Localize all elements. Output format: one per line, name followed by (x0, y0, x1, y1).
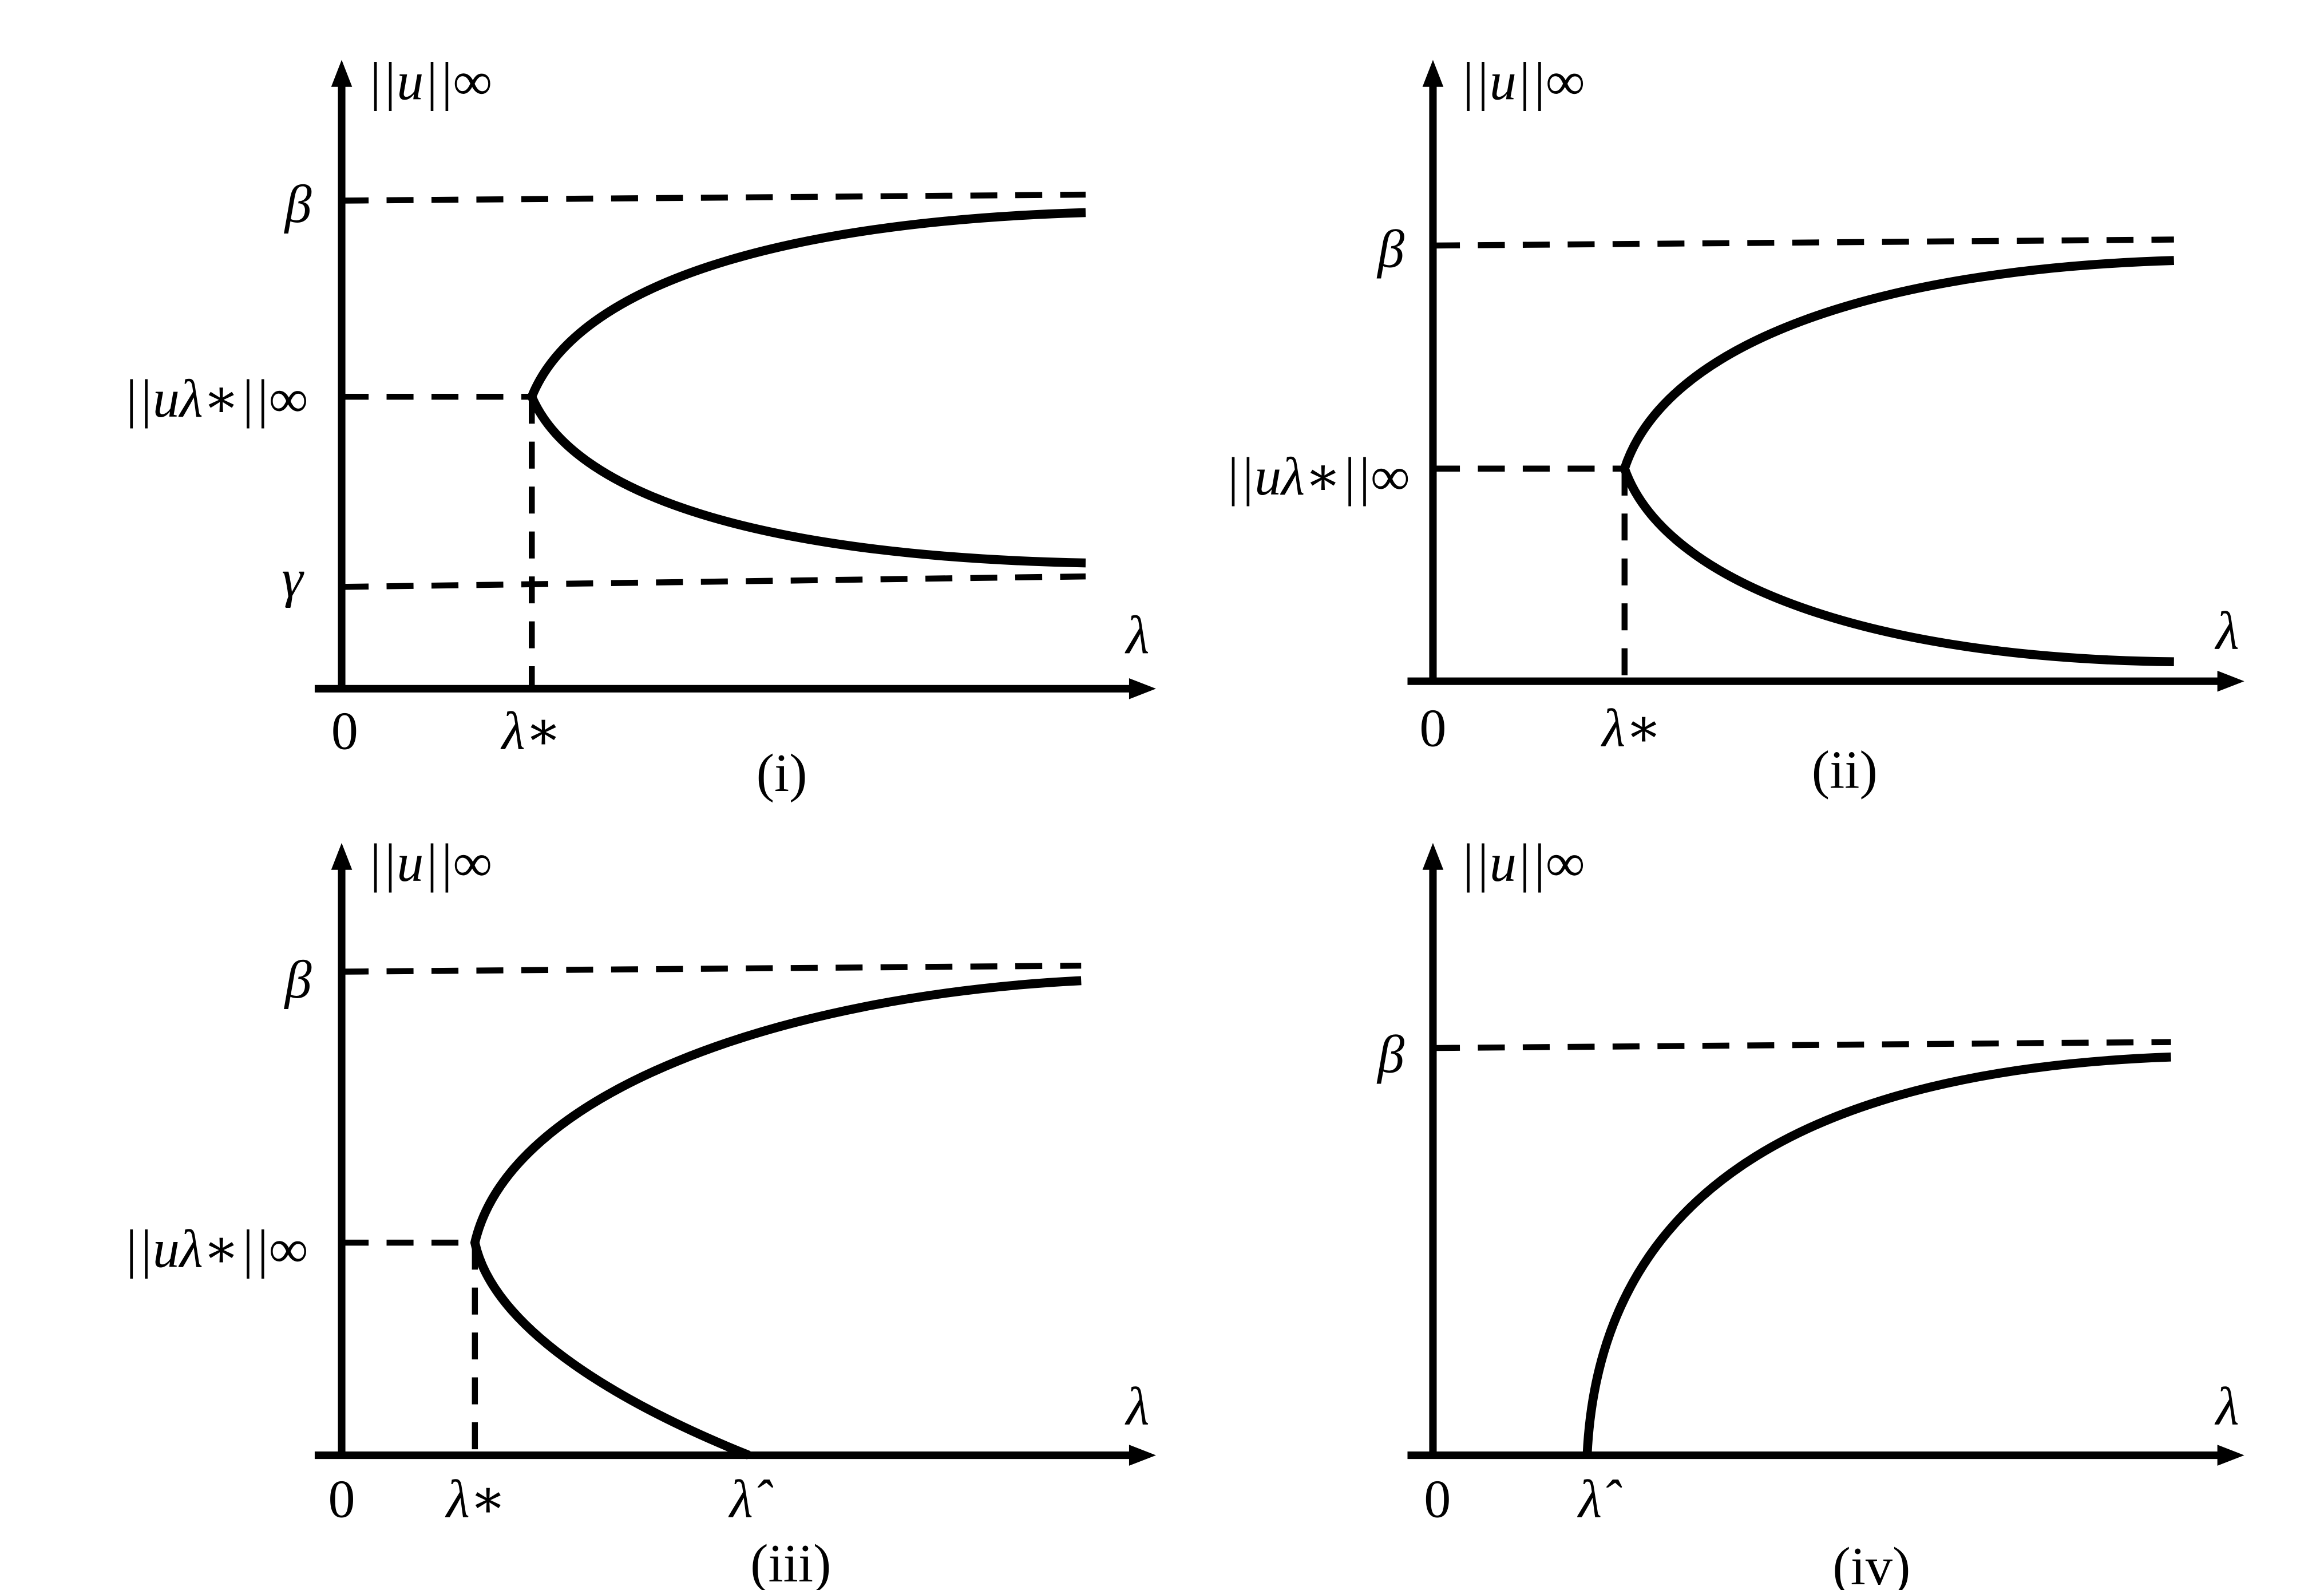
curve (470, 976, 1082, 1460)
asymptote (1432, 1039, 2171, 1051)
y-axis-label: ||u||∞ (1460, 52, 1585, 111)
y-axis-label: ||u||∞ (367, 833, 492, 893)
origin-label: 0 (1424, 1470, 1451, 1529)
asymptote (341, 962, 1082, 975)
arrow (1422, 60, 1444, 87)
arrow (1129, 678, 1157, 699)
arrow (1129, 1445, 1157, 1466)
level-label: β (1376, 219, 1404, 279)
caption: (i) (757, 743, 807, 803)
level-label: ||uλ∗||∞ (123, 1220, 308, 1279)
x-axis-label: λ (2214, 1377, 2239, 1436)
level-label: β (1376, 1025, 1404, 1085)
panel-i: ||u||∞ β ||uλ∗||∞ γ λ 0 λ∗ (i) (123, 52, 1157, 803)
arrow (2217, 670, 2244, 692)
asymptote (341, 573, 1086, 590)
x-axis-label: λ (2214, 601, 2239, 660)
x-mark-label: λ∗ (1600, 698, 1662, 758)
x-mark-label: λ̂ (1577, 1470, 1622, 1529)
panel-iv: ||u||∞ β λ 0 λ̂ (iv) (1376, 833, 2244, 1590)
curve (1620, 256, 2175, 667)
curve (1582, 1052, 2171, 1455)
x-axis-label: λ (1125, 606, 1150, 665)
origin-label: 0 (331, 702, 358, 761)
y-axis-label: ||u||∞ (367, 52, 492, 111)
asymptote (1432, 236, 2174, 249)
curve (526, 208, 1086, 568)
level-label: β (284, 950, 312, 1010)
level-label: ||uλ∗||∞ (1225, 447, 1410, 507)
x-axis-label: λ (1125, 1377, 1150, 1436)
arrow (331, 843, 353, 870)
panel-ii: ||u||∞ β ||uλ∗||∞ λ 0 λ∗ (ii) (1225, 52, 2244, 800)
panel-iii: ||u||∞ β ||uλ∗||∞ λ 0 λ∗ λ̂ (iii) (123, 833, 1157, 1590)
level-label: ||uλ∗||∞ (123, 369, 308, 429)
caption: (ii) (1812, 741, 1878, 800)
origin-label: 0 (1419, 698, 1446, 758)
level-label: γ (282, 549, 304, 608)
y-axis-label: ||u||∞ (1460, 833, 1585, 893)
level-label: β (284, 175, 312, 234)
caption: (iii) (750, 1534, 831, 1590)
origin-label: 0 (328, 1470, 355, 1529)
x-mark-label: λ∗ (500, 702, 562, 761)
x-mark-label: λ̂ (728, 1470, 774, 1529)
asymptote (341, 191, 1086, 204)
arrow (331, 60, 353, 87)
x-mark-label: λ∗ (445, 1470, 506, 1529)
arrow (2217, 1445, 2244, 1466)
arrow (1422, 843, 1444, 870)
caption: (iv) (1832, 1537, 1910, 1590)
